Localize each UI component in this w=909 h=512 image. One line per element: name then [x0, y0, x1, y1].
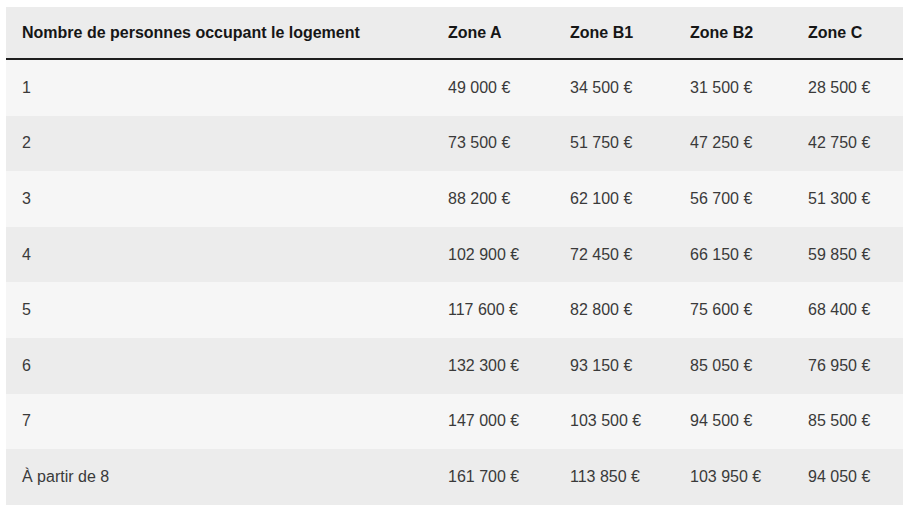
value-cell: 66 150 €	[680, 227, 798, 283]
row-label: 5	[6, 282, 438, 338]
row-label: 2	[6, 116, 438, 172]
value-cell: 85 500 €	[798, 394, 903, 450]
value-cell: 47 250 €	[680, 116, 798, 172]
row-label: 1	[6, 59, 438, 116]
column-header-zone-b2: Zone B2	[680, 7, 798, 59]
table-body: 1 49 000 € 34 500 € 31 500 € 28 500 € 2 …	[6, 59, 903, 505]
value-cell: 72 450 €	[560, 227, 680, 283]
income-ceiling-table-container: Nombre de personnes occupant le logement…	[6, 7, 903, 505]
value-cell: 49 000 €	[438, 59, 560, 116]
row-label: 4	[6, 227, 438, 283]
table-row: 6 132 300 € 93 150 € 85 050 € 76 950 €	[6, 338, 903, 394]
value-cell: 113 850 €	[560, 449, 680, 505]
value-cell: 117 600 €	[438, 282, 560, 338]
table-header: Nombre de personnes occupant le logement…	[6, 7, 903, 59]
value-cell: 94 050 €	[798, 449, 903, 505]
row-label: 7	[6, 394, 438, 450]
value-cell: 75 600 €	[680, 282, 798, 338]
value-cell: 62 100 €	[560, 171, 680, 227]
column-header-zone-a: Zone A	[438, 7, 560, 59]
value-cell: 51 300 €	[798, 171, 903, 227]
value-cell: 132 300 €	[438, 338, 560, 394]
row-label: 3	[6, 171, 438, 227]
value-cell: 42 750 €	[798, 116, 903, 172]
value-cell: 31 500 €	[680, 59, 798, 116]
column-header-occupants: Nombre de personnes occupant le logement	[6, 7, 438, 59]
value-cell: 147 000 €	[438, 394, 560, 450]
table-row: 2 73 500 € 51 750 € 47 250 € 42 750 €	[6, 116, 903, 172]
table-row: 5 117 600 € 82 800 € 75 600 € 68 400 €	[6, 282, 903, 338]
value-cell: 93 150 €	[560, 338, 680, 394]
column-header-zone-c: Zone C	[798, 7, 903, 59]
value-cell: 59 850 €	[798, 227, 903, 283]
row-label: À partir de 8	[6, 449, 438, 505]
value-cell: 103 500 €	[560, 394, 680, 450]
table-row: 1 49 000 € 34 500 € 31 500 € 28 500 €	[6, 59, 903, 116]
value-cell: 51 750 €	[560, 116, 680, 172]
value-cell: 102 900 €	[438, 227, 560, 283]
value-cell: 34 500 €	[560, 59, 680, 116]
value-cell: 28 500 €	[798, 59, 903, 116]
value-cell: 82 800 €	[560, 282, 680, 338]
income-ceiling-table: Nombre de personnes occupant le logement…	[6, 7, 903, 505]
value-cell: 88 200 €	[438, 171, 560, 227]
value-cell: 73 500 €	[438, 116, 560, 172]
table-row: À partir de 8 161 700 € 113 850 € 103 95…	[6, 449, 903, 505]
value-cell: 76 950 €	[798, 338, 903, 394]
table-row: 7 147 000 € 103 500 € 94 500 € 85 500 €	[6, 394, 903, 450]
value-cell: 103 950 €	[680, 449, 798, 505]
table-row: 3 88 200 € 62 100 € 56 700 € 51 300 €	[6, 171, 903, 227]
value-cell: 85 050 €	[680, 338, 798, 394]
value-cell: 56 700 €	[680, 171, 798, 227]
value-cell: 94 500 €	[680, 394, 798, 450]
header-row: Nombre de personnes occupant le logement…	[6, 7, 903, 59]
column-header-zone-b1: Zone B1	[560, 7, 680, 59]
value-cell: 161 700 €	[438, 449, 560, 505]
table-row: 4 102 900 € 72 450 € 66 150 € 59 850 €	[6, 227, 903, 283]
value-cell: 68 400 €	[798, 282, 903, 338]
row-label: 6	[6, 338, 438, 394]
